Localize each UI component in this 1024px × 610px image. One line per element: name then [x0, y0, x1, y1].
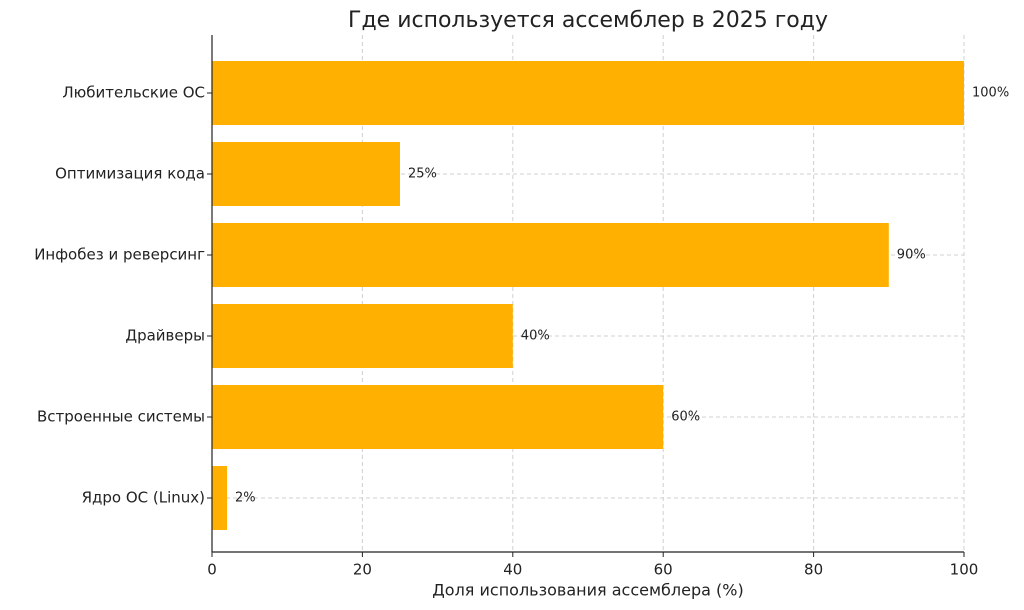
y-tick-label: Инфобез и реверсинг: [34, 246, 205, 264]
value-label: 2%: [235, 491, 256, 506]
y-tick-label: Встроенные системы: [37, 408, 205, 426]
value-label: 90%: [897, 248, 926, 263]
bar: [212, 385, 664, 449]
value-label: 40%: [521, 329, 550, 344]
value-label: 100%: [972, 86, 1009, 101]
x-tick-label: 60: [654, 561, 673, 579]
y-tick-label: Любительские ОС: [62, 84, 205, 102]
bar: [212, 466, 228, 530]
value-label: 25%: [408, 167, 437, 182]
bar: [212, 142, 400, 206]
y-tick-label: Оптимизация кода: [55, 165, 205, 183]
y-tick-label: Драйверы: [125, 327, 205, 345]
bar: [212, 223, 889, 287]
chart-title: Где используется ассемблер в 2025 году: [348, 8, 828, 33]
x-axis-label: Доля использования ассемблера (%): [432, 581, 743, 600]
x-tick-label: 0: [207, 561, 217, 579]
x-tick-label: 40: [503, 561, 522, 579]
bar: [212, 61, 964, 125]
x-tick-label: 100: [950, 561, 979, 579]
y-tick-label: Ядро ОС (Linux): [82, 489, 205, 507]
value-label: 60%: [671, 410, 700, 425]
bar: [212, 304, 513, 368]
x-tick-label: 80: [804, 561, 823, 579]
x-tick-label: 20: [353, 561, 372, 579]
